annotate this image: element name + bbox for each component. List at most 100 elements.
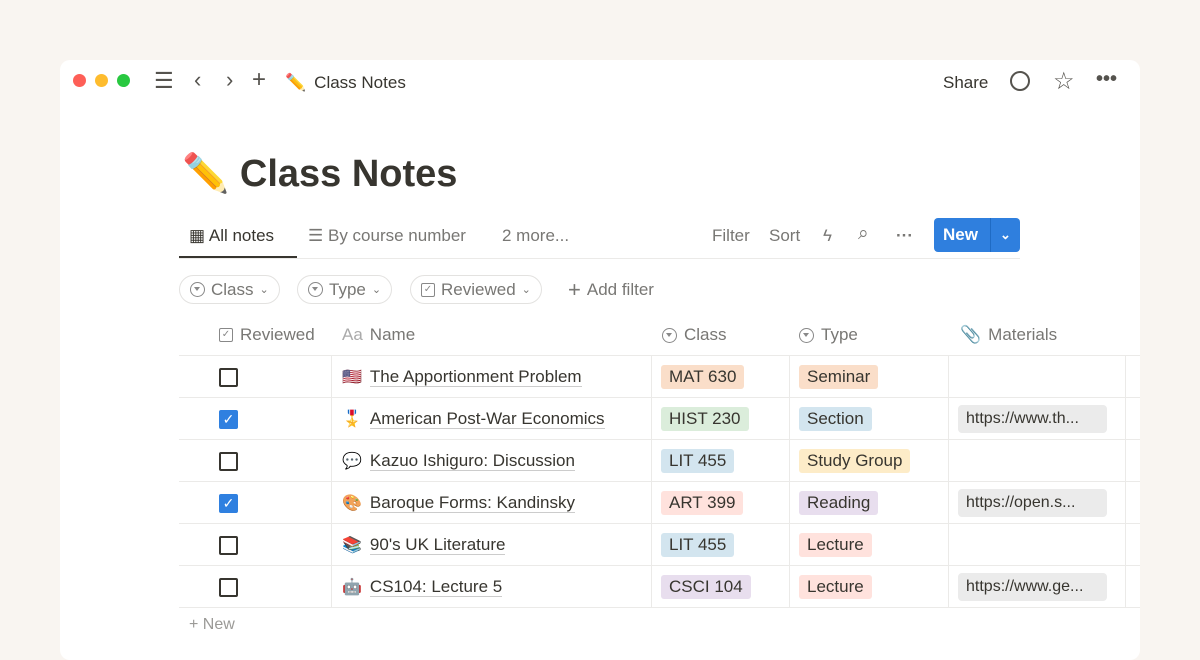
table-row[interactable]: 📚 90's UK Literature LIT 455 Lecture [179, 523, 1140, 566]
materials-cell[interactable]: https://open.s... [949, 482, 1126, 524]
reviewed-checkbox[interactable]: ✓ [219, 493, 238, 513]
filter-button[interactable]: Filter [712, 226, 750, 245]
name-cell[interactable]: 🤖 CS104: Lecture 5 [332, 566, 652, 608]
page-name[interactable]: The Apportionment Problem [369, 366, 582, 387]
class-cell[interactable]: ART 399 [652, 482, 790, 524]
type-tag: Section [799, 407, 872, 431]
chevron-down-icon: ⌄ [371, 284, 382, 296]
type-tag: Reading [799, 491, 879, 515]
filter-chip-type[interactable]: Type ⌄ [297, 275, 393, 304]
next-column-cell [1126, 566, 1140, 608]
type-cell[interactable]: Study Group [790, 440, 949, 482]
reviewed-checkbox[interactable]: ✓ [219, 409, 238, 429]
reviewed-cell: ✓ [179, 398, 332, 440]
table-row[interactable]: 🇺🇸 The Apportionment Problem MAT 630 Semi… [179, 355, 1140, 398]
table-row[interactable]: 🤖 CS104: Lecture 5 CSCI 104 Lecture https… [179, 565, 1140, 608]
class-tag: LIT 455 [661, 533, 735, 557]
menu-icon[interactable]: ☰ [154, 68, 174, 93]
maximize-window-button[interactable] [117, 74, 130, 87]
class-tag: HIST 230 [661, 407, 749, 431]
chevron-down-icon[interactable]: ⌄ [990, 218, 1020, 252]
table-row[interactable]: 💬 Kazuo Ishiguro: Discussion LIT 455 Stud… [179, 439, 1140, 482]
page-name[interactable]: Baroque Forms: Kandinsky [369, 492, 575, 513]
breadcrumb[interactable]: ✏️ Class Notes [285, 73, 406, 92]
materials-cell[interactable]: https://www.th... [949, 398, 1126, 440]
column-header-materials[interactable]: 📎 Materials [960, 325, 1058, 344]
class-cell[interactable]: LIT 455 [652, 524, 790, 566]
page-emoji-icon: 🎖️ [342, 411, 362, 428]
column-header-type[interactable]: Type [799, 315, 858, 355]
name-cell[interactable]: 🇺🇸 The Apportionment Problem [332, 356, 652, 398]
select-icon [308, 282, 323, 297]
class-tag: CSCI 104 [661, 575, 751, 599]
page-title[interactable]: ✏️ Class Notes [182, 153, 458, 195]
select-icon [190, 282, 205, 297]
more-icon[interactable]: ••• [1096, 68, 1118, 90]
materials-cell[interactable]: https://www.ge... [949, 566, 1126, 608]
share-button[interactable]: Share [943, 73, 989, 92]
tab-all-notes[interactable]: ▦ All notes [189, 226, 275, 245]
class-tag: ART 399 [661, 491, 744, 515]
column-header-reviewed[interactable]: ✓ Reviewed [219, 315, 315, 355]
new-row-button[interactable]: + New [179, 607, 1140, 637]
more-views-button[interactable]: 2 more... [502, 226, 570, 245]
more-options-icon[interactable]: ··· [896, 226, 913, 245]
filter-chip-class[interactable]: Class ⌄ [179, 275, 280, 304]
new-button[interactable]: New ⌄ [934, 218, 1020, 252]
page-emoji-icon: 🎨 [342, 495, 362, 512]
reviewed-checkbox[interactable] [219, 451, 238, 471]
forward-icon[interactable]: › [226, 67, 234, 92]
table-row[interactable]: ✓ 🎖️ American Post-War Economics HIST 230… [179, 397, 1140, 440]
tab-by-course-number[interactable]: ☰ By course number [308, 226, 466, 245]
star-icon[interactable]: ☆ [1053, 68, 1075, 95]
class-cell[interactable]: MAT 630 [652, 356, 790, 398]
type-cell[interactable]: Seminar [790, 356, 949, 398]
class-cell[interactable]: LIT 455 [652, 440, 790, 482]
table-row[interactable]: ✓ 🎨 Baroque Forms: Kandinsky ART 399 Read… [179, 481, 1140, 524]
materials-cell[interactable] [949, 440, 1126, 482]
name-cell[interactable]: 💬 Kazuo Ishiguro: Discussion [332, 440, 652, 482]
class-cell[interactable]: HIST 230 [652, 398, 790, 440]
materials-link[interactable]: https://open.s... [958, 489, 1107, 517]
reviewed-cell [179, 524, 332, 566]
page-name[interactable]: American Post-War Economics [369, 408, 605, 429]
automation-icon[interactable]: ϟ [823, 226, 832, 245]
type-cell[interactable]: Lecture [790, 566, 949, 608]
materials-cell[interactable] [949, 524, 1126, 566]
reviewed-checkbox[interactable] [219, 535, 238, 555]
materials-link[interactable]: https://www.th... [958, 405, 1107, 433]
page-name[interactable]: 90's UK Literature [369, 534, 506, 555]
search-icon[interactable]: ⌕ [858, 223, 869, 244]
name-cell[interactable]: 📚 90's UK Literature [332, 524, 652, 566]
history-icon[interactable] [1010, 71, 1030, 91]
filter-chip-reviewed[interactable]: ✓ Reviewed ⌄ [410, 275, 542, 304]
next-column-cell [1126, 356, 1140, 398]
page-name[interactable]: Kazuo Ishiguro: Discussion [369, 450, 575, 471]
class-cell[interactable]: CSCI 104 [652, 566, 790, 608]
column-header-name[interactable]: Aa Name [342, 325, 416, 344]
type-cell[interactable]: Section [790, 398, 949, 440]
column-header-class[interactable]: Class [662, 315, 727, 355]
reviewed-cell [179, 356, 332, 398]
close-window-button[interactable] [73, 74, 86, 87]
plus-icon: + [189, 616, 199, 633]
page-name[interactable]: CS104: Lecture 5 [369, 576, 503, 597]
type-tag: Seminar [799, 365, 879, 389]
type-cell[interactable]: Lecture [790, 524, 949, 566]
minimize-window-button[interactable] [95, 74, 108, 87]
reviewed-cell [179, 440, 332, 482]
name-cell[interactable]: 🎖️ American Post-War Economics [332, 398, 652, 440]
class-tag: LIT 455 [661, 449, 735, 473]
type-tag: Study Group [799, 449, 911, 473]
back-icon[interactable]: ‹ [194, 67, 202, 92]
reviewed-checkbox[interactable] [219, 367, 238, 387]
type-cell[interactable]: Reading [790, 482, 949, 524]
add-page-icon[interactable]: + [252, 66, 267, 93]
materials-link[interactable]: https://www.ge... [958, 573, 1107, 601]
sort-button[interactable]: Sort [769, 226, 801, 245]
reviewed-checkbox[interactable] [219, 577, 238, 597]
materials-cell[interactable] [949, 356, 1126, 398]
divider [179, 258, 1020, 259]
name-cell[interactable]: 🎨 Baroque Forms: Kandinsky [332, 482, 652, 524]
add-filter-button[interactable]: + Add filter [568, 276, 654, 302]
